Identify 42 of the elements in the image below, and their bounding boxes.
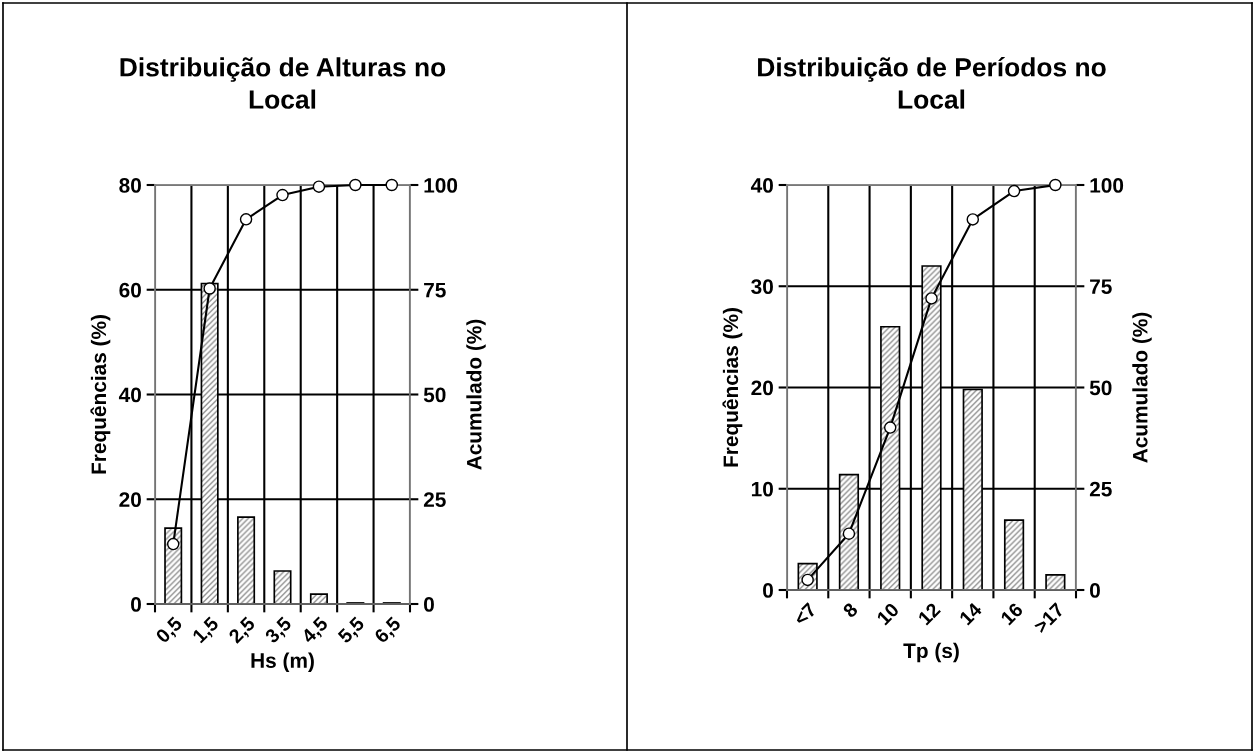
y-tick-label: 0	[763, 583, 773, 598]
x-tick-label: 4,5	[300, 616, 331, 647]
y-tick-label: 10	[751, 481, 773, 497]
y-tick-label: 20	[119, 492, 141, 507]
x-tick-label: 8	[842, 601, 859, 619]
x-axis-title: Hs (m)	[251, 652, 314, 673]
y2-tick-label: 0	[424, 597, 434, 612]
y2-tick-label: 100	[424, 178, 458, 193]
y2-axis-title: Acumulado (%)	[466, 319, 486, 470]
y-axis-title: Frequências (%)	[722, 308, 743, 467]
y2-axis-title: Acumulado (%)	[1132, 312, 1152, 463]
x-tick-label: 0,5	[155, 615, 185, 646]
chart-title: Distribuição de Períodos no Local	[758, 57, 1106, 109]
x-axis-title: Tp (s)	[903, 642, 959, 663]
y-axis-title: Frequências (%)	[90, 315, 111, 474]
y2-tick-label: 25	[423, 492, 446, 507]
y2-tick-label: 75	[424, 282, 446, 298]
x-tick-label: 6,5	[373, 615, 404, 646]
x-tick-label: >17	[1033, 602, 1065, 634]
y2-tick-label: 50	[423, 387, 446, 403]
x-tick-label: 3,5	[264, 615, 295, 646]
y-tick-label: 80	[119, 178, 141, 193]
x-tick-label: 5,5	[337, 616, 368, 646]
y-tick-label: 40	[750, 178, 773, 193]
y2-tick-label: 75	[1090, 279, 1112, 294]
y2-tick-label: 0	[1090, 583, 1100, 598]
x-tick-label: 10	[876, 602, 900, 626]
x-tick-label: 16	[1000, 601, 1024, 626]
y2-tick-label: 25	[1089, 481, 1112, 497]
x-tick-label: <7	[793, 602, 817, 627]
y-tick-label: 40	[118, 387, 141, 403]
x-tick-label: 12	[917, 602, 941, 626]
chart-title: Distribuição de Alturas no Local	[120, 57, 446, 109]
x-tick-label: 14	[958, 601, 983, 626]
y-tick-label: 20	[751, 380, 773, 396]
y2-tick-label: 100	[1090, 178, 1124, 193]
x-tick-label: 1,5	[191, 616, 222, 646]
y2-tick-label: 50	[1089, 380, 1112, 396]
y-tick-label: 0	[131, 597, 141, 612]
y-tick-label: 60	[119, 282, 141, 298]
x-tick-label: 2,5	[227, 615, 258, 646]
y-tick-label: 30	[751, 279, 773, 295]
